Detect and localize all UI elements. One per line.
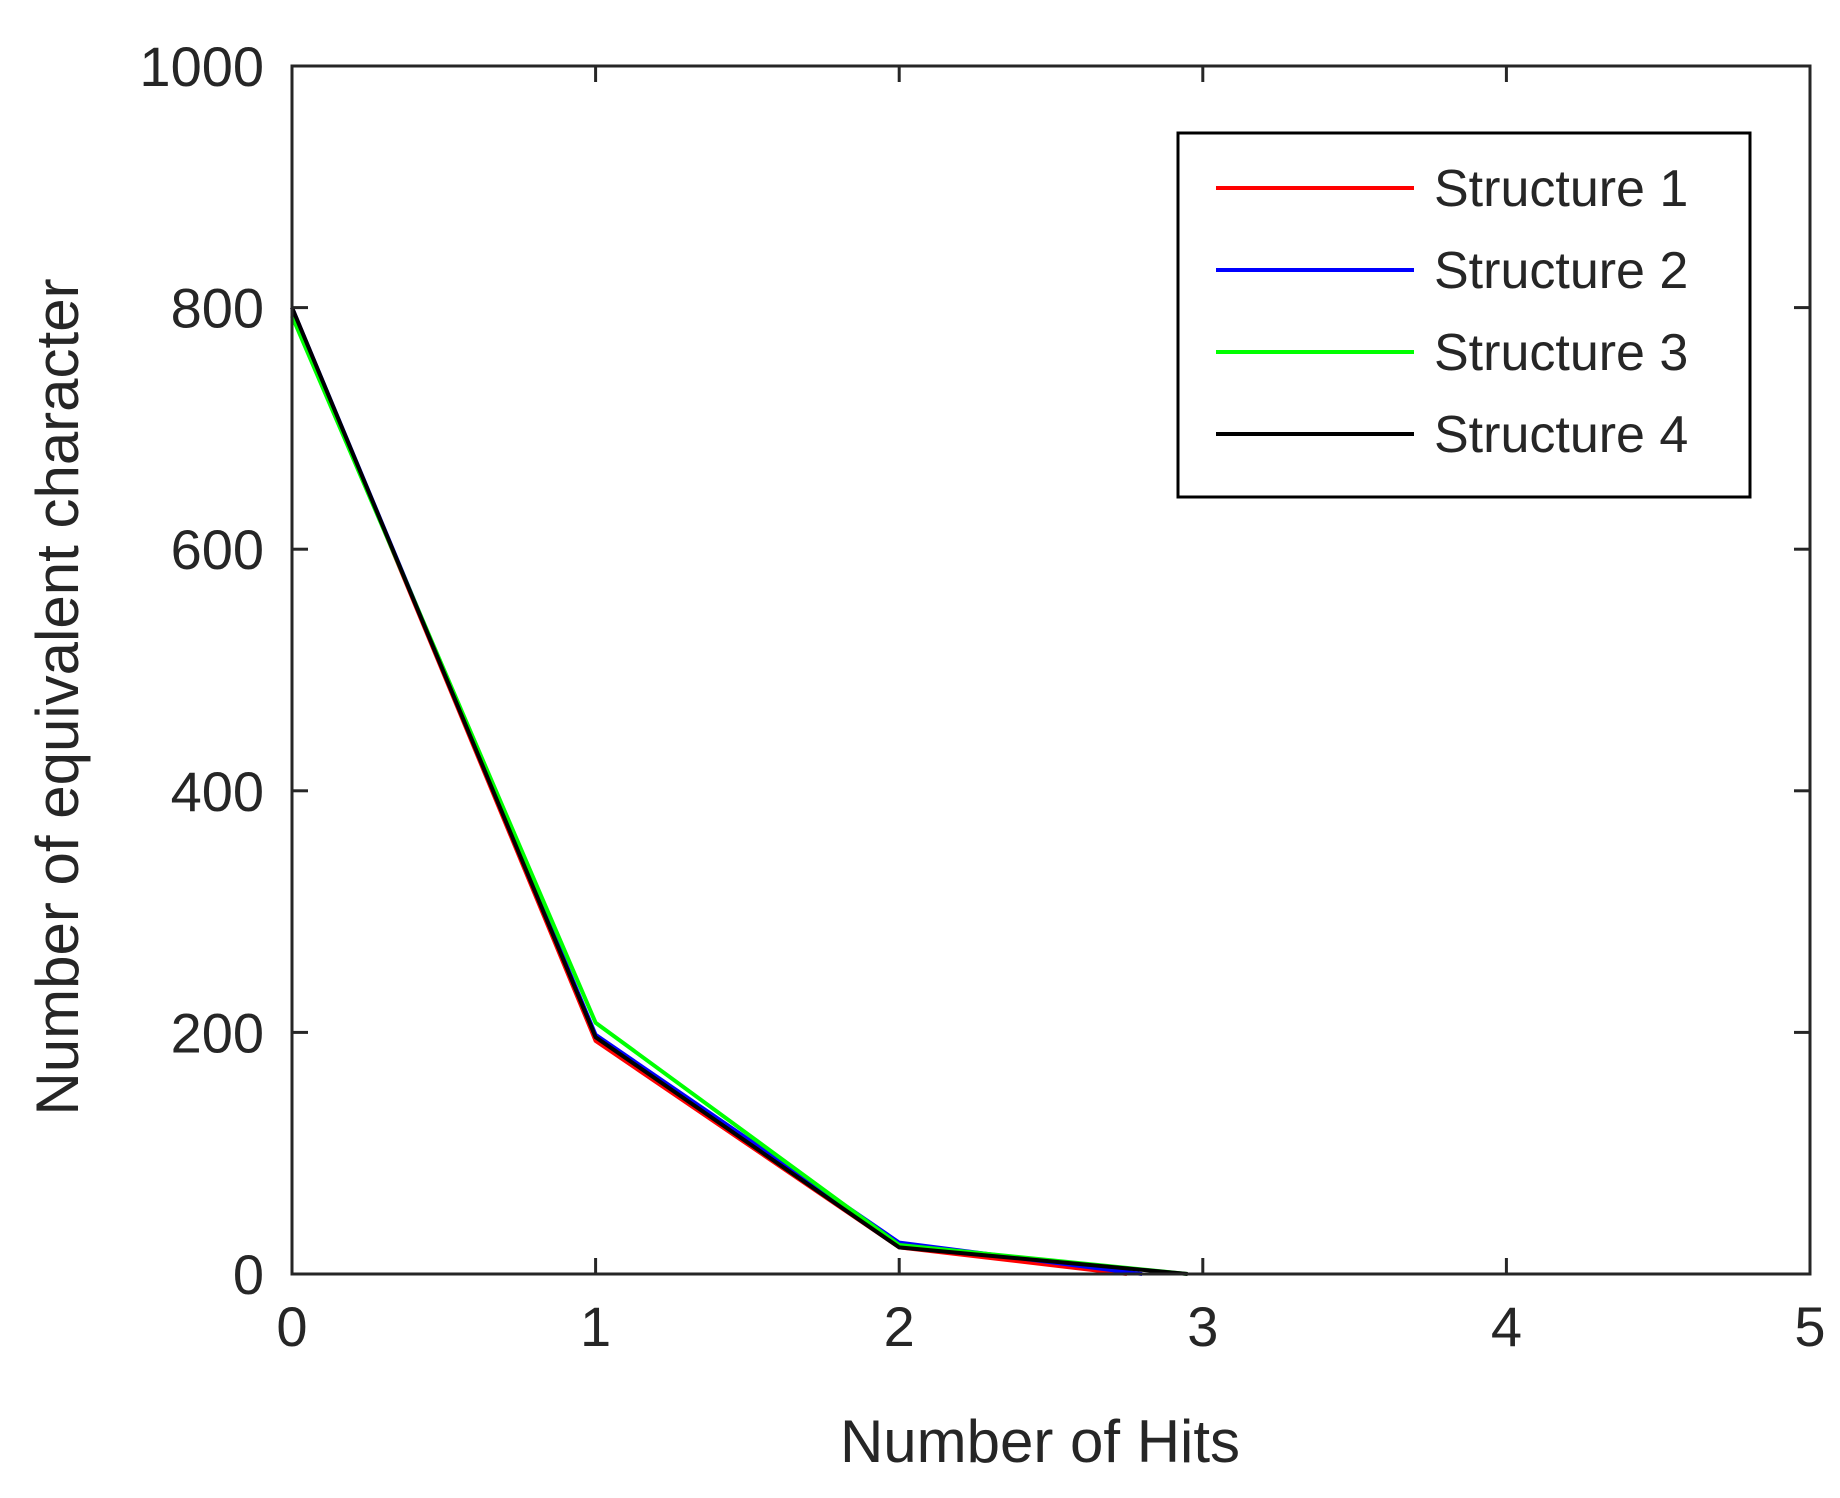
legend-label: Structure 2 [1434,242,1688,300]
y-tick-label: 800 [171,277,264,340]
y-tick-label: 0 [233,1243,264,1306]
x-tick-label: 5 [1794,1295,1825,1358]
x-axis-title: Number of Hits [840,1408,1240,1475]
y-tick-label: 400 [171,760,264,823]
x-tick-label: 1 [580,1295,611,1358]
y-tick-label: 600 [171,518,264,581]
y-tick-label: 1000 [139,35,264,98]
x-tick-label: 3 [1187,1295,1218,1358]
series-line-4 [290,306,1188,1276]
axes-group: 0 1 2 3 4 5 0 200 400 600 800 1000 [139,35,1825,1358]
series-group [290,306,1188,1276]
x-tick-label: 2 [884,1295,915,1358]
legend: Structure 1 Structure 2 Structure 3 Structu… [1176,131,1752,499]
y-tick-label: 200 [171,1001,264,1064]
y-axis-title: Number of equivalent character [24,278,91,1115]
legend-box [1176,131,1752,499]
legend-label: Structure 3 [1434,324,1688,382]
legend-label: Structure 1 [1434,160,1688,218]
legend-label: Structure 4 [1434,406,1688,464]
x-tick-label: 4 [1491,1295,1522,1358]
axes-box [290,64,1812,1276]
x-tick-label: 0 [276,1295,307,1358]
